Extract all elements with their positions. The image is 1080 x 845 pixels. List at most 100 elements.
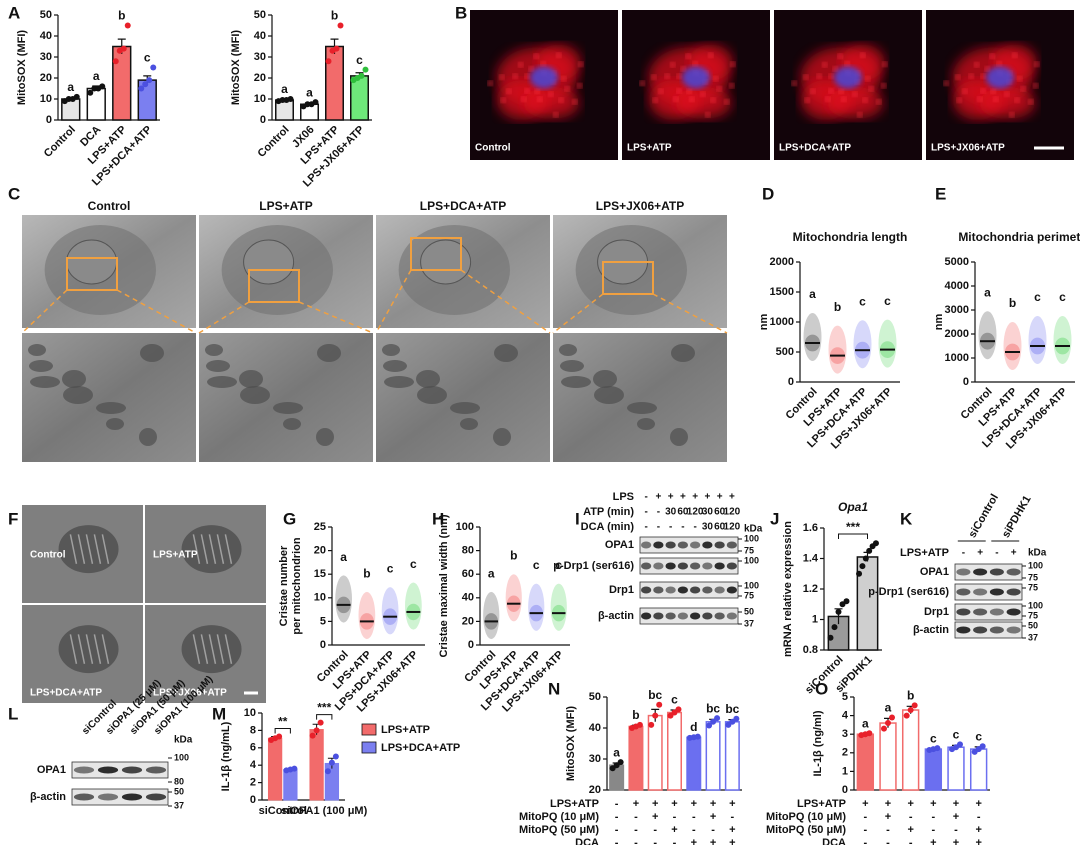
blot-band [653,562,664,570]
mito-dot [865,76,871,82]
data-point [325,58,332,65]
mitochondrion [58,525,119,574]
blot-band [973,588,988,596]
crista [93,634,102,664]
blot-band [973,568,988,576]
crista [101,534,110,564]
lane-sign: 30 [702,522,714,533]
data-point [313,727,320,734]
x-tick-label: siControl [259,805,307,817]
dot-cloud [1028,316,1047,364]
blot-band [640,541,652,549]
blot-band [677,541,689,549]
blot-band [973,626,988,634]
lane-sign: 30 [665,507,677,518]
blot-band [989,588,1004,596]
panel-letter: K [900,509,913,528]
significance-letter: a [613,745,620,759]
y-tick-label: 3000 [945,304,969,316]
blot-band [956,608,971,616]
x-tick-label: Control [256,124,292,160]
mito-dot [710,97,716,103]
dot-cloud [483,591,500,640]
blot-band [121,793,143,801]
mito-dot [556,52,562,58]
y-tick-label: 0.8 [803,644,818,656]
y-tick-label: 4 [842,710,849,722]
marker-label: 100 [744,533,759,543]
em-zoom [376,333,550,462]
marker-label: 100 [1028,600,1043,610]
mitochondrion [494,344,518,362]
lane-sign: - [644,492,647,503]
data-point [843,598,850,605]
image-label: Control [30,550,66,561]
mito-dot [962,88,968,94]
blot-band [665,612,676,620]
data-point [324,768,331,775]
mito-dot [524,73,530,79]
significance-letter: a [93,69,100,83]
bar [901,709,920,791]
column-header: LPS+JX06+ATP [596,199,685,213]
y-tick-label: 1500 [770,286,794,298]
chart-title: Mitochondria perimeter [958,230,1080,244]
mito-dot [708,52,714,58]
data-point [332,753,339,760]
significance-bracket [316,714,333,720]
em-zoom [199,333,373,462]
bar [667,711,682,791]
blot-band [726,586,738,594]
mito-dot [524,88,530,94]
protein-label: β-actin [913,624,949,636]
group-label: siPDHK1 [1000,494,1034,540]
mito-dot [705,112,711,118]
blot-band [689,541,701,549]
mito-dot [825,96,831,102]
mitochondrion [594,386,624,404]
treatment-sign: + [885,798,891,810]
treatment-sign: + [710,837,716,845]
data-point [120,45,127,52]
mitochondrion [29,360,53,372]
treatment-label: MitoPQ (10 μM) [519,811,599,823]
crista [224,634,233,664]
mito-dot [993,96,999,102]
crista [85,634,94,664]
y-tick-label: 10 [254,93,266,105]
mitochondrion [63,386,93,404]
lane-sign: + [680,492,686,503]
mito-dot [860,52,866,58]
mito-dot [996,61,1002,67]
y-tick-label: 10 [244,707,256,719]
panel-letter: L [8,704,18,723]
mitochondrion [384,376,414,388]
data-point [903,712,910,719]
treatment-sign: + [652,798,658,810]
mitochondrion [559,344,577,356]
blot-band [689,612,701,620]
nucleus [66,239,118,285]
significance-letter: c [533,558,540,572]
y-tick-label: 8 [250,724,256,736]
mito-dot [989,53,995,59]
marker-label: 100 [174,752,189,762]
bar [705,721,721,791]
mito-dot [724,99,730,105]
mito-dot [664,73,670,79]
blot-row-label: ATP (min) [583,506,634,518]
data-point [99,83,106,90]
y-tick-label: 0 [250,794,256,806]
treatment-sign: - [615,837,619,845]
treatment-sign: - [954,824,958,836]
mito-dot [1014,97,1020,103]
lane-sign: - [995,548,998,559]
zoom-box [602,261,654,295]
treatment-label: DCA [822,837,846,845]
dot-cloud [1003,322,1022,370]
crista [101,634,110,664]
lane-sign: 120 [724,507,741,518]
legend-label: LPS+DCA+ATP [381,742,460,754]
blot-band [640,612,652,620]
